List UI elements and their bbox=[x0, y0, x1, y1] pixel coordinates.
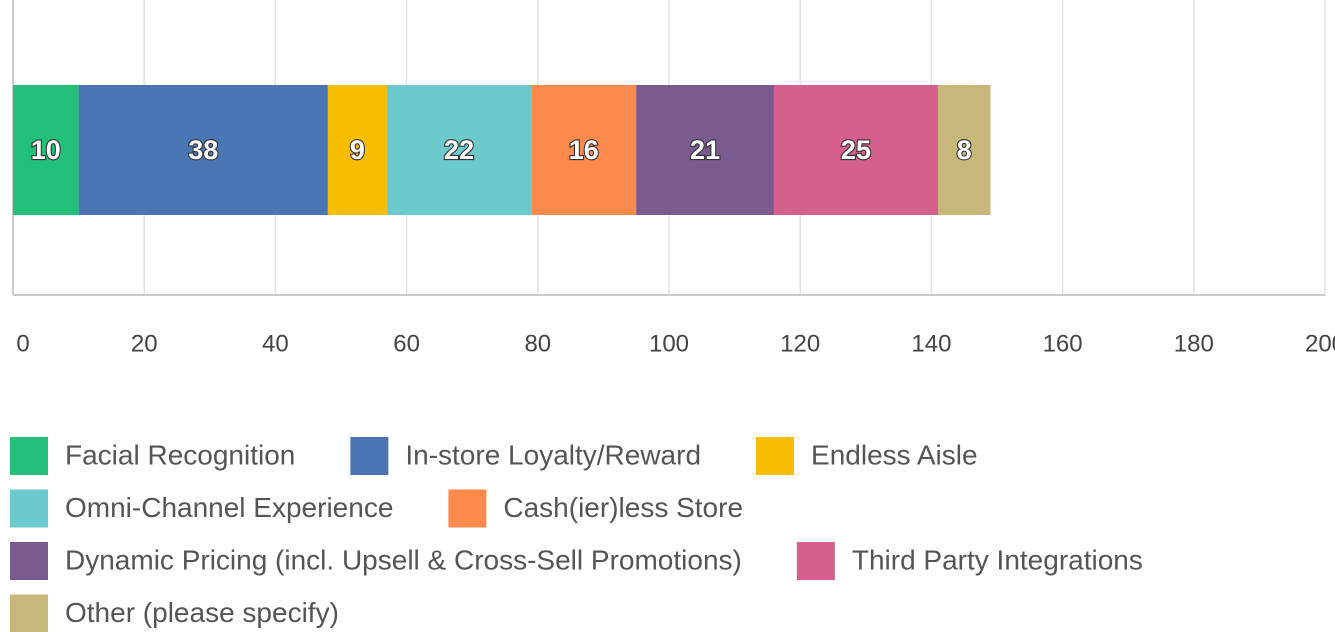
data-label: 9 bbox=[350, 135, 365, 165]
bar-segment bbox=[78, 85, 328, 215]
bar-segment bbox=[531, 85, 637, 215]
data-label: 25 bbox=[841, 135, 871, 165]
legend-swatch bbox=[10, 437, 48, 475]
bar-segment bbox=[636, 85, 774, 215]
legend-swatch bbox=[10, 594, 48, 632]
data-label: 38 bbox=[188, 135, 218, 165]
data-label: 10 bbox=[31, 135, 61, 165]
x-tick-label: 200 bbox=[1305, 330, 1335, 357]
legend-label: Other (please specify) bbox=[65, 597, 339, 628]
legend-label: Cash(ier)less Store bbox=[503, 492, 743, 523]
x-tick-label: 60 bbox=[393, 330, 420, 357]
data-label: 22 bbox=[444, 135, 474, 165]
x-tick-label: 20 bbox=[131, 330, 158, 357]
bar-segment bbox=[773, 85, 938, 215]
legend-label: In-store Loyalty/Reward bbox=[405, 439, 701, 470]
x-tick-label: 180 bbox=[1174, 330, 1214, 357]
legend-swatch bbox=[756, 437, 795, 475]
x-tick-label: 0 bbox=[16, 330, 29, 357]
x-tick-label: 100 bbox=[649, 330, 689, 357]
legend-swatch bbox=[10, 489, 48, 528]
bar-segment bbox=[13, 85, 79, 215]
legend-swatch bbox=[448, 489, 487, 528]
x-tick-label: 80 bbox=[524, 330, 551, 357]
legend-swatch bbox=[10, 542, 48, 580]
legend-label: Endless Aisle bbox=[811, 439, 978, 470]
x-tick-label: 40 bbox=[262, 330, 289, 357]
bar-segment bbox=[327, 85, 387, 215]
legend-label: Omni-Channel Experience bbox=[65, 492, 393, 523]
data-label: 16 bbox=[569, 135, 599, 165]
x-tick-label: 140 bbox=[911, 330, 951, 357]
legend-swatch bbox=[350, 437, 389, 475]
bar-segment bbox=[937, 85, 991, 215]
legend-label: Third Party Integrations bbox=[852, 544, 1143, 575]
bar-segment bbox=[386, 85, 532, 215]
data-label: 21 bbox=[690, 135, 720, 165]
legend-label: Facial Recognition bbox=[65, 439, 295, 470]
x-tick-label: 120 bbox=[780, 330, 820, 357]
x-tick-label: 160 bbox=[1043, 330, 1083, 357]
legend-swatch bbox=[796, 542, 835, 580]
data-label: 8 bbox=[957, 135, 972, 165]
legend-label: Dynamic Pricing (incl. Upsell & Cross-Se… bbox=[65, 544, 742, 575]
